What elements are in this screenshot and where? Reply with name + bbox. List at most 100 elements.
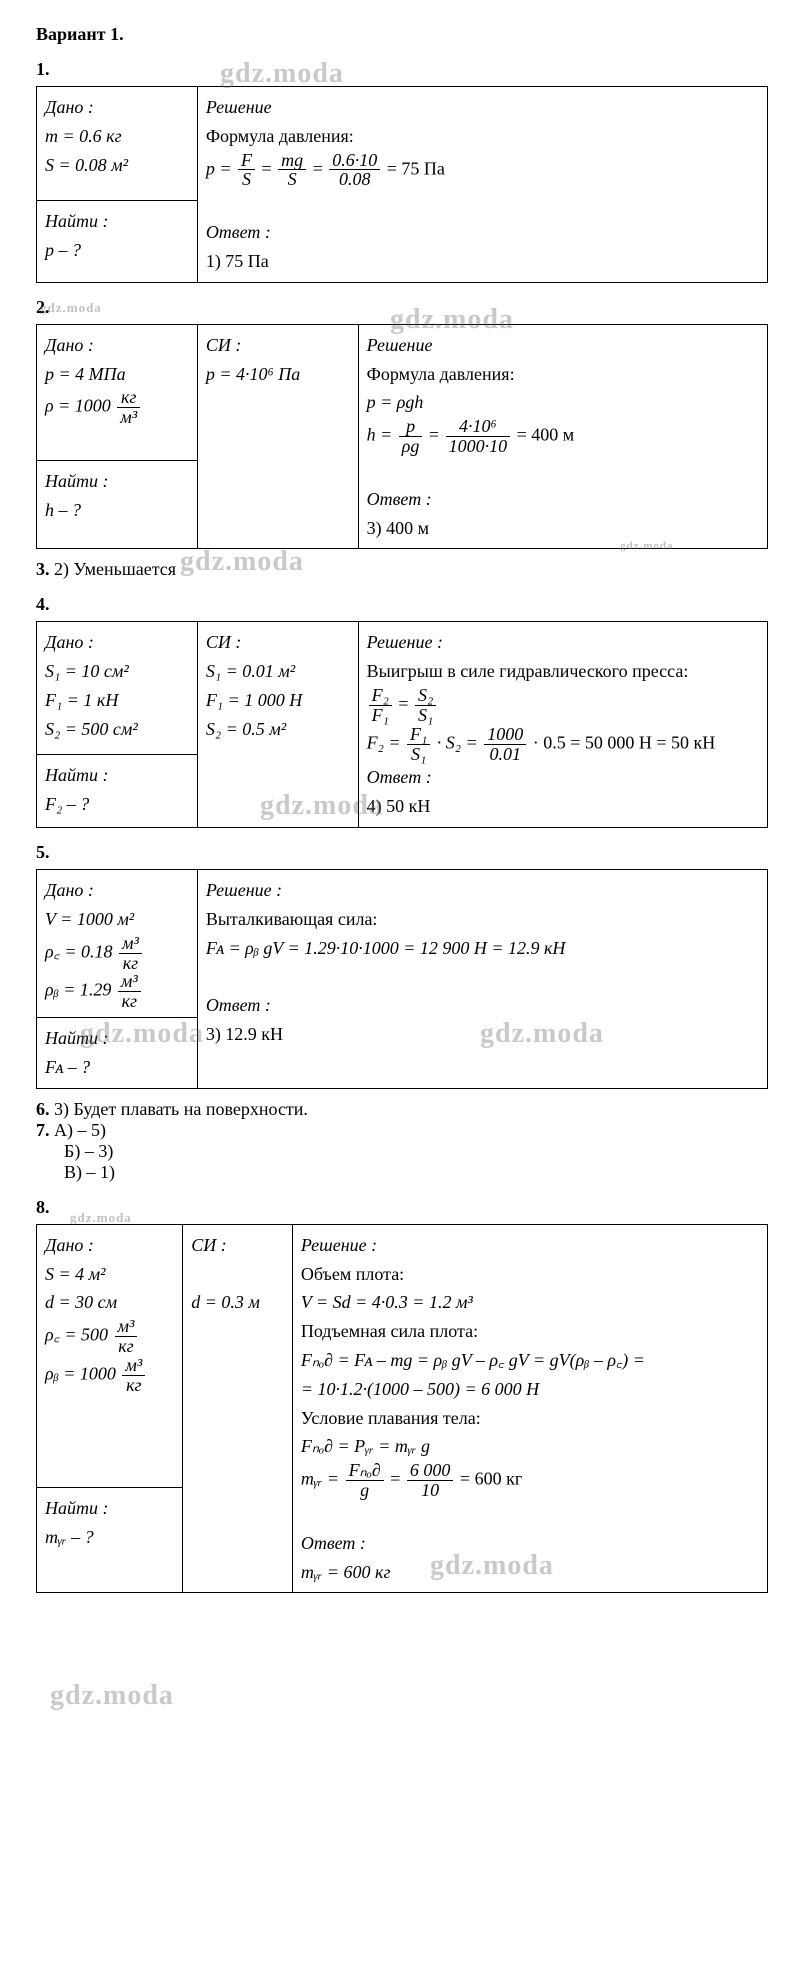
given-line: ρᵦ = 1.29 м³кг xyxy=(45,972,189,1011)
q5-table: Дано : V = 1000 м² ρ꜀ = 0.18 м³кг ρᵦ = 1… xyxy=(36,869,768,1089)
unit-fraction: м³кг xyxy=(120,1356,147,1395)
si-line: p = 4·10⁶ Па xyxy=(206,360,350,389)
frac-num: F xyxy=(238,151,255,171)
sol-line: Fₙₒ∂ = Fᴀ – mg = ρᵦ gV – ρ꜀ gV = gV(ρᵦ –… xyxy=(301,1346,759,1375)
q2-si-cell: СИ : p = 4·10⁶ Па xyxy=(197,324,358,549)
answer-header: Ответ : xyxy=(301,1529,759,1558)
q6-line: 6. 3) Будет плавать на поверхности. xyxy=(36,1099,768,1120)
rho-label: ρ = 1000 xyxy=(45,396,111,416)
q4-f2: F₂ = F₁S₁ · S₂ = 10000.01 · 0.5 = 50 000… xyxy=(367,725,759,764)
sol-line: = 10·1.2·(1000 – 500) = 6 000 Н xyxy=(301,1375,759,1404)
q5-number: 5. xyxy=(36,842,768,863)
q2-number: 2. xyxy=(36,297,768,318)
frac-num: 1000 xyxy=(484,725,526,745)
sol-subtitle: Объем плота: xyxy=(301,1260,759,1289)
q5-solution-cell: Решение : Выталкивающая сила: Fᴀ = ρᵦ gV… xyxy=(197,870,767,1089)
given-header: Дано : xyxy=(45,1231,174,1260)
unit-fraction: м³кг xyxy=(117,934,144,973)
f2-tail: · 0.5 = 50 000 Н = 50 кН xyxy=(533,732,716,752)
frac-den: S₁ xyxy=(407,745,430,764)
result: = 400 м xyxy=(517,425,575,445)
frac-den: 0.08 xyxy=(329,170,380,189)
q8-number: 8. xyxy=(36,1197,768,1218)
given-line: p = 4 МПа xyxy=(45,360,189,389)
answer-text: 1) 75 Па xyxy=(206,247,759,276)
fraction: FS xyxy=(236,151,257,190)
si-line: S₁ = 0.01 м² xyxy=(206,657,350,686)
frac-den: S xyxy=(238,170,255,189)
q5-formula: Fᴀ = ρᵦ gV = 1.29·10·1000 = 12 900 Н = 1… xyxy=(206,934,759,963)
frac-den: 10 xyxy=(407,1481,454,1500)
given-line: ρ꜀ = 500 м³кг xyxy=(45,1317,174,1356)
given-line: V = 1000 м² xyxy=(45,905,189,934)
frac-num: 4·10⁶ xyxy=(446,417,511,437)
rho-v-label: ρᵦ = 1.29 xyxy=(45,980,111,1000)
frac-num: S₂ xyxy=(415,686,436,706)
si-header: СИ : xyxy=(191,1231,284,1260)
rho-c-label: ρ꜀ = 500 xyxy=(45,1325,108,1345)
given-line: ρᵦ = 1000 м³кг xyxy=(45,1356,174,1395)
frac-den: F₁ xyxy=(369,706,392,725)
given-header: Дано : xyxy=(45,331,189,360)
q1-find-cell: Найти : p – ? xyxy=(37,201,198,282)
frac-num: p xyxy=(399,417,423,437)
fraction: 4·10⁶1000·10 xyxy=(444,417,513,456)
q6-text: 3) Будет плавать на поверхности. xyxy=(54,1099,308,1119)
m-label: mᵧᵣ = xyxy=(301,1469,339,1489)
q4-si-cell: СИ : S₁ = 0.01 м² F₁ = 1 000 Н S₂ = 0.5 … xyxy=(197,622,358,828)
p-label: p = xyxy=(206,158,232,178)
q5-given-cell: Дано : V = 1000 м² ρ꜀ = 0.18 м³кг ρᵦ = 1… xyxy=(37,870,198,1018)
find-line: Fᴀ – ? xyxy=(45,1053,189,1082)
find-header: Найти : xyxy=(45,1024,189,1053)
q3-number: 3. xyxy=(36,559,50,579)
q8-solution-cell: Решение : Объем плота: V = Sd = 4·0.3 = … xyxy=(292,1224,767,1593)
si-line: F₁ = 1 000 Н xyxy=(206,686,350,715)
q4-given-cell: Дано : S₁ = 10 см² F₁ = 1 кН S₂ = 500 см… xyxy=(37,622,198,755)
equals: = xyxy=(390,1469,400,1489)
fraction: F₂F₁ xyxy=(367,686,394,725)
q8-find-cell: Найти : mᵧᵣ – ? xyxy=(37,1488,183,1593)
solution-header: Решение : xyxy=(301,1231,759,1260)
unit-fraction: м³кг xyxy=(116,972,143,1011)
fraction: mgS xyxy=(276,151,308,190)
watermark-text: gdz.moda xyxy=(50,1680,174,1712)
fraction: 6 00010 xyxy=(405,1461,456,1500)
answer-header: Ответ : xyxy=(206,218,759,247)
pressure-formula: p = ρgh xyxy=(367,388,759,417)
given-line: S = 4 м² xyxy=(45,1260,174,1289)
f2-mid: · S₂ = xyxy=(437,732,478,752)
find-line: h – ? xyxy=(45,496,189,525)
unit-fraction: кгм³ xyxy=(115,388,142,427)
solution-title: Выигрыш в силе гидравлического пресса: xyxy=(367,657,759,686)
given-line: F₁ = 1 кН xyxy=(45,686,189,715)
q1-given-cell: Дано : m = 0.6 кг S = 0.08 м² xyxy=(37,87,198,201)
q7-number: 7. xyxy=(36,1120,50,1140)
q4-find-cell: Найти : F₂ – ? xyxy=(37,755,198,828)
find-header: Найти : xyxy=(45,467,189,496)
frac-den: ρg xyxy=(399,437,423,456)
answer-header: Ответ : xyxy=(206,991,759,1020)
frac-num: м³ xyxy=(115,1317,138,1337)
q3-text: 2) Уменьшается xyxy=(54,559,176,579)
frac-den: g xyxy=(346,1481,384,1500)
q8-table: Дано : S = 4 м² d = 30 см ρ꜀ = 500 м³кг … xyxy=(36,1224,768,1594)
given-line: S₂ = 500 см² xyxy=(45,715,189,744)
q8-mass: mᵧᵣ = Fₙₒ∂g = 6 00010 = 600 кг xyxy=(301,1461,759,1500)
q4-solution-cell: Решение : Выигрыш в силе гидравлического… xyxy=(358,622,767,828)
unit-fraction: м³кг xyxy=(113,1317,140,1356)
given-line: S₁ = 10 см² xyxy=(45,657,189,686)
q2-solution-cell: Решение Формула давления: p = ρgh h = pρ… xyxy=(358,324,767,549)
q1-formula: p = FS = mgS = 0.6·100.08 = 75 Па xyxy=(206,151,759,190)
find-line: F₂ – ? xyxy=(45,790,189,819)
q5-find-cell: Найти : Fᴀ – ? xyxy=(37,1018,198,1089)
q4-ratio: F₂F₁ = S₂S₁ xyxy=(367,686,759,725)
equals: = xyxy=(429,425,439,445)
q2-given-cell: Дано : p = 4 МПа ρ = 1000 кгм³ xyxy=(37,324,198,460)
frac-num: Fₙₒ∂ xyxy=(346,1461,384,1481)
find-line: mᵧᵣ – ? xyxy=(45,1523,174,1552)
given-line: S = 0.08 м² xyxy=(45,151,189,180)
answer-text: 3) 12.9 кН xyxy=(206,1020,759,1049)
equals: = xyxy=(398,693,408,713)
q8-si-cell: СИ : d = 0.3 м xyxy=(183,1224,293,1593)
frac-num: м³ xyxy=(118,972,141,992)
